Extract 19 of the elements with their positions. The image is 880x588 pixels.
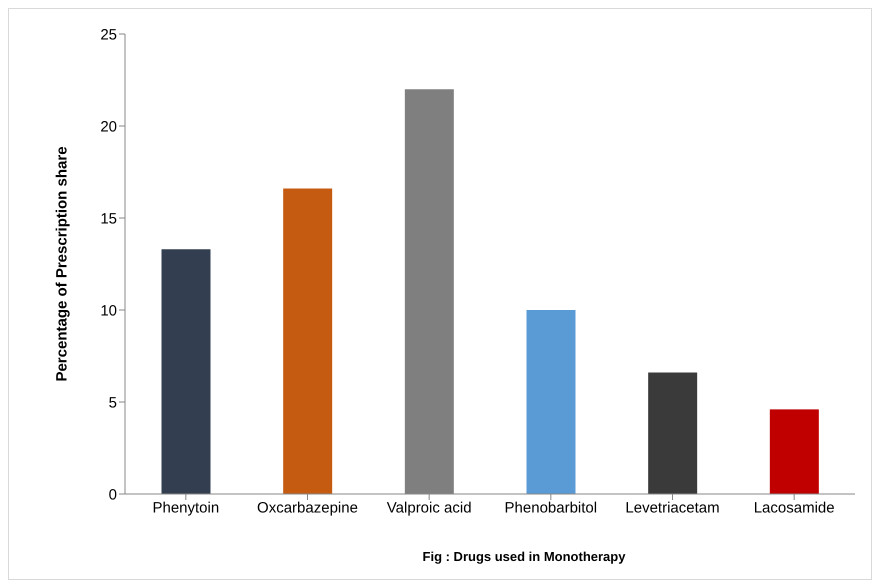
bar — [770, 409, 819, 494]
y-tick-label: 10 — [100, 302, 117, 320]
bar — [648, 372, 698, 494]
bar — [283, 188, 332, 494]
bar — [162, 249, 210, 494]
y-tick-label: 15 — [100, 210, 117, 228]
x-axis-title: Fig : Drugs used in Monotherapy — [422, 549, 626, 564]
x-tick-label: Levetriacetam — [625, 500, 720, 517]
y-tick-label: 0 — [108, 486, 117, 504]
y-tick-label: 25 — [100, 26, 117, 44]
x-tick-label: Valproic acid — [386, 500, 472, 517]
x-tick-label: Lacosamide — [754, 500, 835, 517]
y-axis-title: Percentage of Prescription share — [53, 146, 70, 382]
bar — [526, 310, 576, 494]
y-tick-label: 5 — [108, 394, 117, 412]
y-tick-label: 20 — [100, 118, 117, 136]
x-tick-label: Phenytoin — [152, 500, 220, 517]
x-tick-label: Oxcarbazepine — [257, 500, 358, 517]
x-tick-label: Phenobarbitol — [504, 500, 598, 517]
